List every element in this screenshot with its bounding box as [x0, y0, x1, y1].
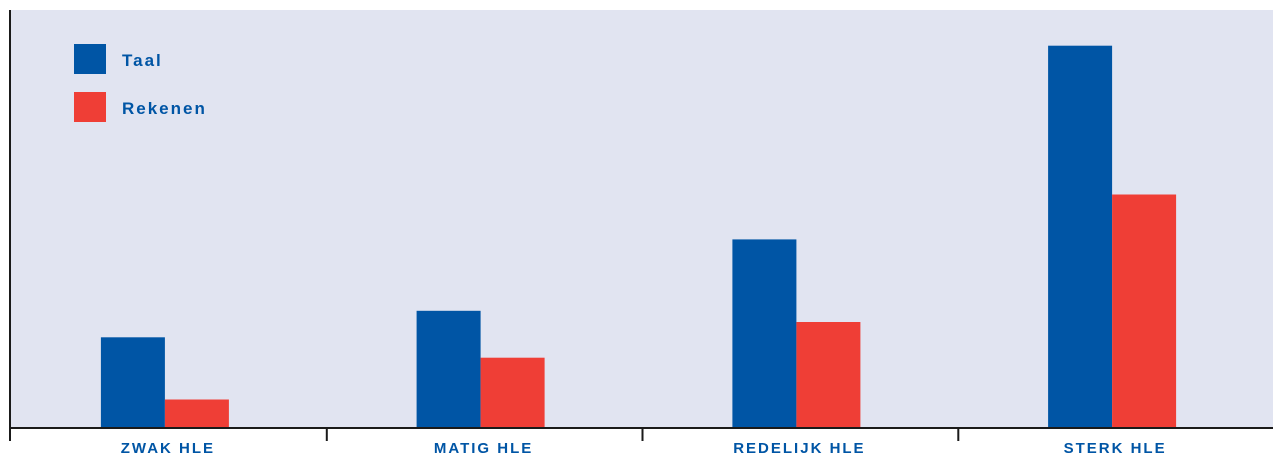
legend-label-rekenen: Rekenen — [122, 99, 207, 118]
bar-taal-3 — [732, 239, 797, 428]
bar-rekenen-2 — [480, 357, 545, 428]
x-tick-label-3: REDELIJK HLE — [733, 440, 865, 457]
bar-rekenen-3 — [796, 322, 861, 428]
x-tick-label-4: STERK HLE — [1064, 440, 1167, 457]
bar-taal-1 — [100, 337, 165, 428]
legend-swatch-taal — [74, 44, 106, 74]
bar-rekenen-1 — [164, 399, 229, 428]
bars-group — [100, 45, 1177, 428]
bar-taal-2 — [416, 310, 481, 428]
x-tick-label-1: ZWAK HLE — [121, 440, 215, 457]
legend-swatch-rekenen — [74, 92, 106, 122]
bar-taal-4 — [1048, 45, 1113, 428]
x-tick-labels-group: ZWAK HLE MATIG HLE REDELIJK HLE STERK HLE — [121, 440, 1167, 457]
bar-rekenen-4 — [1112, 194, 1177, 428]
legend-label-taal: Taal — [122, 51, 163, 70]
x-tick-label-2: MATIG HLE — [434, 440, 533, 457]
legend: Taal Rekenen — [74, 44, 207, 122]
x-ticks-group — [9, 428, 960, 441]
